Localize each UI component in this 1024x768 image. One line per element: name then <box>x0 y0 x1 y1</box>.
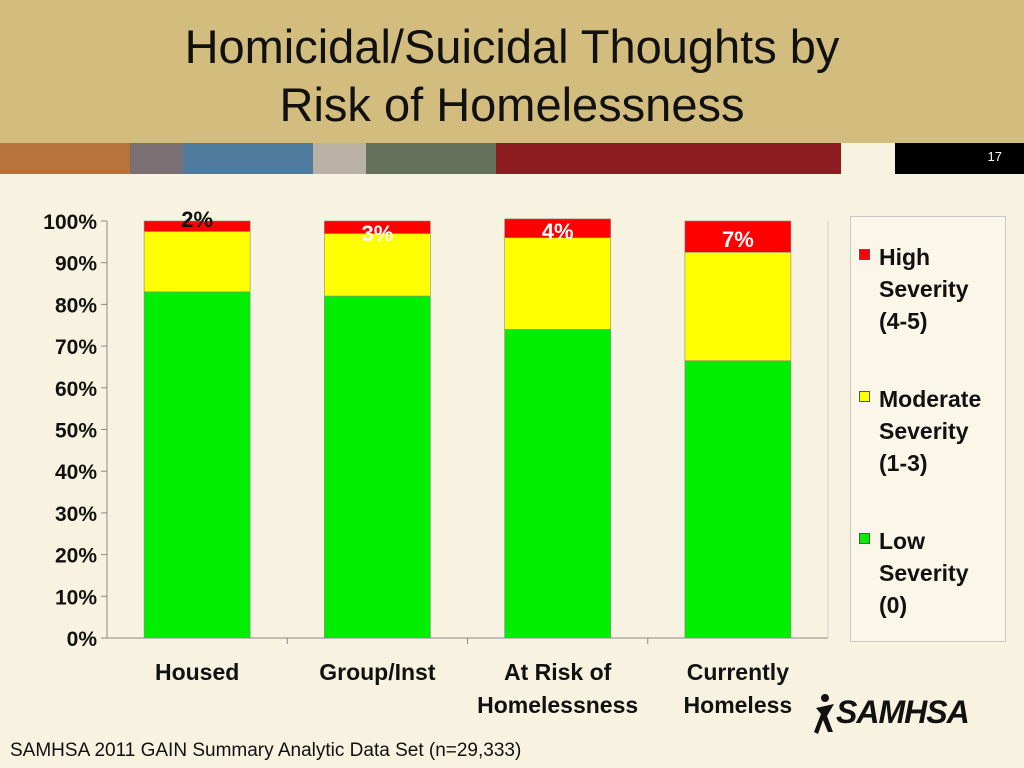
bar-segment <box>143 220 251 232</box>
bar-segment <box>324 220 431 234</box>
y-tick-label: 80% <box>55 294 97 317</box>
bar-segment <box>684 251 792 361</box>
data-label: 2% <box>181 207 213 232</box>
data-label: 7% <box>722 227 754 252</box>
x-category-label: Homeless <box>684 692 793 718</box>
stripe-segment-2 <box>130 143 183 174</box>
legend-swatch <box>859 249 870 260</box>
x-category-label: Housed <box>155 659 239 685</box>
samhsa-logo-text: SAMHSA <box>836 694 970 730</box>
x-category-label: Group/Inst <box>319 659 436 685</box>
stripe-segment-5 <box>366 143 496 174</box>
slide-title: Homicidal/Suicidal Thoughts by Risk of H… <box>0 18 1024 134</box>
stripe-segment-4 <box>313 143 366 174</box>
x-category-label: Currently <box>687 659 789 685</box>
y-tick-label: 70% <box>55 336 97 359</box>
bar-segment <box>504 237 611 330</box>
legend-swatch <box>859 533 870 544</box>
y-tick-label: 90% <box>55 253 97 276</box>
bar-segment <box>684 360 792 639</box>
y-tick-label: 30% <box>55 503 97 526</box>
stripe-segment-1 <box>0 143 130 174</box>
bar-segment <box>324 295 431 639</box>
y-tick-label: 50% <box>55 420 97 443</box>
stripe-segment-3 <box>183 143 313 174</box>
y-tick-label: 10% <box>55 586 97 609</box>
legend-label: High Severity (4-5) <box>879 244 969 334</box>
legend-label: Moderate Severity (1-3) <box>879 386 982 476</box>
x-category-label: Homelessness <box>477 692 638 718</box>
legend-swatch <box>859 391 870 402</box>
chart-legend: High Severity (4-5) Moderate Severity (1-3) Lo… <box>850 216 1006 642</box>
y-tick-label: 20% <box>55 545 97 568</box>
data-label: 3% <box>361 221 393 246</box>
stacked-bar-chart: 0% 10% 20% 30% 40% 50% 60% 70% 80% 90% 100% 2% House… <box>43 207 829 718</box>
data-label: 4% <box>542 219 574 244</box>
bar-segment <box>143 291 251 639</box>
y-tick-label: 40% <box>55 461 97 484</box>
y-tick-label: 60% <box>55 378 97 401</box>
source-note: SAMHSA 2011 GAIN Summary Analytic Data S… <box>10 740 522 761</box>
bar-segment <box>504 218 611 238</box>
bar-segment <box>143 231 251 293</box>
slide-title-line-2: Risk of Homelessness <box>279 78 745 131</box>
bar-segment <box>324 233 431 297</box>
y-tick-label: 0% <box>67 628 98 651</box>
slide-title-line-1: Homicidal/Suicidal Thoughts by <box>184 20 840 73</box>
bar-segment <box>684 220 792 253</box>
title-banner: Homicidal/Suicidal Thoughts by Risk of H… <box>0 0 1024 143</box>
slide-number: 17 <box>895 143 1024 174</box>
legend-label: Low Severity (0) <box>879 528 969 618</box>
samhsa-logo: SAMHSA <box>812 688 982 740</box>
x-category-label: At Risk of <box>504 659 612 685</box>
person-figure-icon <box>814 694 834 734</box>
y-tick-label: 100% <box>43 211 97 234</box>
bar-segment <box>504 329 611 639</box>
stripe-segment-6 <box>496 143 841 174</box>
